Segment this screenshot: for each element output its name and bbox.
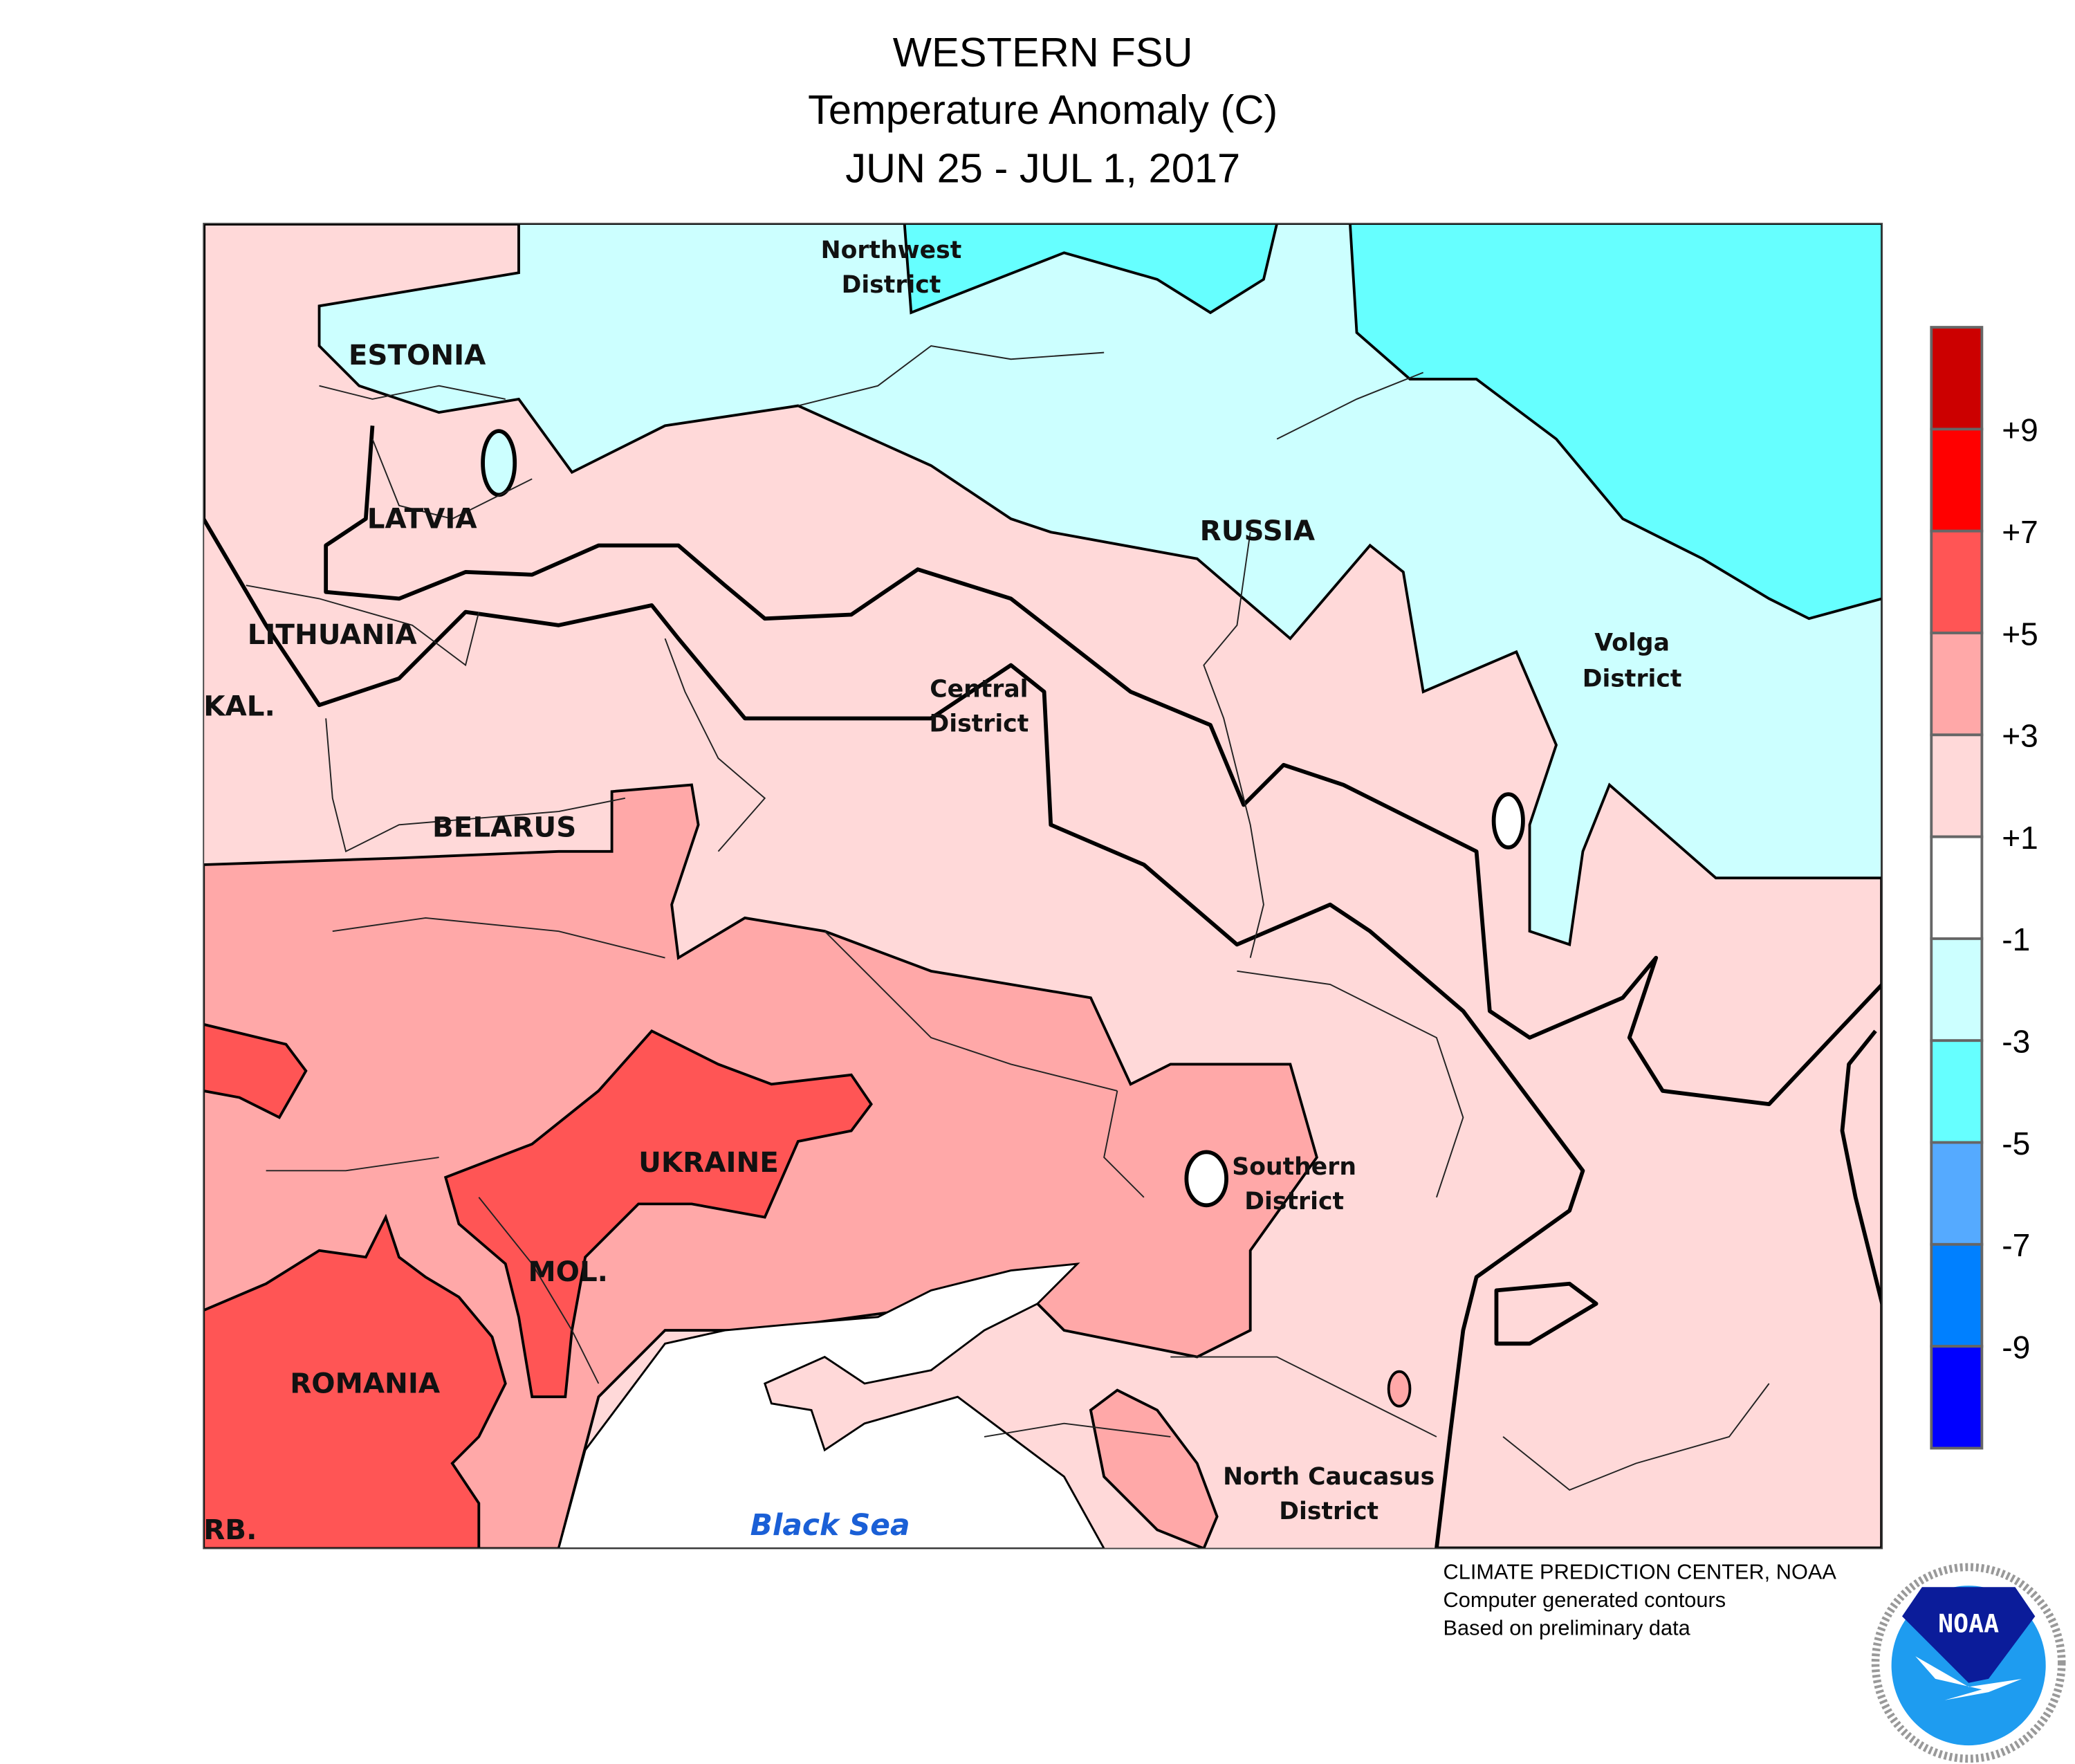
black-sea	[557, 1262, 1105, 1549]
label-moldova: MOL.	[528, 1256, 608, 1288]
title-region: WESTERN FSU	[893, 29, 1193, 75]
label-romania: ROMANIA	[290, 1367, 441, 1399]
contour-island	[481, 429, 517, 497]
label-russia: RUSSIA	[1200, 515, 1316, 547]
zone-cool-1-3	[317, 223, 1883, 946]
legend-tick-label: +9	[2002, 412, 2038, 448]
credit-line-1: CLIMATE PREDICTION CENTER, NOAA	[1444, 1560, 1837, 1584]
legend-tick-label: -9	[2002, 1329, 2030, 1365]
label-central-district-2: District	[930, 710, 1029, 738]
legend-bin	[1930, 326, 1984, 431]
label-black-sea: Black Sea	[750, 1508, 910, 1542]
zone-warm-5-7-northwest	[203, 1022, 308, 1119]
label-serbia: RB.	[203, 1514, 257, 1546]
legend-tick-label: -7	[2002, 1227, 2030, 1263]
label-northwest-district-2: District	[842, 271, 941, 299]
contour-island	[1491, 792, 1525, 849]
legend-bin	[1930, 1141, 1984, 1246]
label-kaliningrad: KAL.	[203, 690, 275, 723]
zone-warm-5-7-romania	[203, 1213, 507, 1549]
legend-bin	[1930, 835, 1984, 940]
legend-tick-label: +3	[2002, 718, 2038, 754]
legend-bin	[1930, 1345, 1984, 1450]
contour-line-caucasus	[1494, 1281, 1598, 1346]
title-variable: Temperature Anomaly (C)	[808, 86, 1278, 133]
label-volga-district-1: Volga	[1594, 629, 1670, 656]
country-borders	[246, 344, 1770, 1491]
contour-island	[1184, 1150, 1228, 1208]
noaa-logo-text: NOAA	[1938, 1609, 1999, 1639]
zone-cool-3-5	[903, 223, 1883, 621]
legend-bin	[1930, 733, 1984, 838]
label-latvia: LATVIA	[367, 502, 478, 535]
label-southern-district-1: Southern	[1232, 1153, 1356, 1181]
legend-tick-label: +7	[2002, 514, 2038, 550]
legend-bin	[1930, 428, 1984, 533]
contour-line-east	[1840, 1029, 1883, 1305]
legend-bin	[1930, 1242, 1984, 1348]
label-ukraine: UKRAINE	[638, 1146, 779, 1179]
title-dates: JUN 25 - JUL 1, 2017	[845, 145, 1240, 191]
legend-bin	[1930, 632, 1984, 737]
credit-line-3: Based on preliminary data	[1444, 1615, 1691, 1639]
map-area	[203, 223, 1883, 1549]
credit-line-2: Computer generated contours	[1444, 1588, 1726, 1612]
label-volga-district-2: District	[1583, 665, 1682, 692]
contour-line-latvia	[324, 425, 1883, 1107]
noaa-logo: NOAA	[1871, 1563, 2066, 1763]
legend-bin	[1930, 529, 1984, 634]
legend-tick-label: -5	[2002, 1126, 2030, 1161]
legend-tick-label: -1	[2002, 921, 2030, 957]
legend-bin	[1930, 937, 1984, 1042]
label-north-caucasus-district-1: North Caucasus	[1223, 1463, 1435, 1491]
legend-tick-label: +1	[2002, 820, 2038, 856]
label-lithuania: LITHUANIA	[248, 618, 418, 651]
legend-bin	[1930, 1039, 1984, 1144]
zone-warm-5-7-ukraine	[443, 1029, 873, 1399]
map-frame	[203, 223, 1883, 1550]
contour-island	[1387, 1370, 1412, 1408]
legend-tick-label: +5	[2002, 616, 2038, 652]
label-belarus: BELARUS	[432, 811, 576, 844]
zone-neutral	[203, 223, 1883, 1549]
label-estonia: ESTONIA	[349, 339, 486, 371]
color-legend: +9 +7 +5 +3 +1 -1 -3 -5 -7 -9	[1930, 326, 2038, 1450]
label-central-district-1: Central	[930, 676, 1028, 704]
label-southern-district-2: District	[1244, 1188, 1344, 1215]
zone-warm-3-5-caucasus	[1089, 1388, 1219, 1549]
label-northwest-district-1: Northwest	[821, 237, 962, 264]
label-north-caucasus-district-2: District	[1279, 1498, 1378, 1525]
legend-tick-label: -3	[2002, 1024, 2030, 1060]
